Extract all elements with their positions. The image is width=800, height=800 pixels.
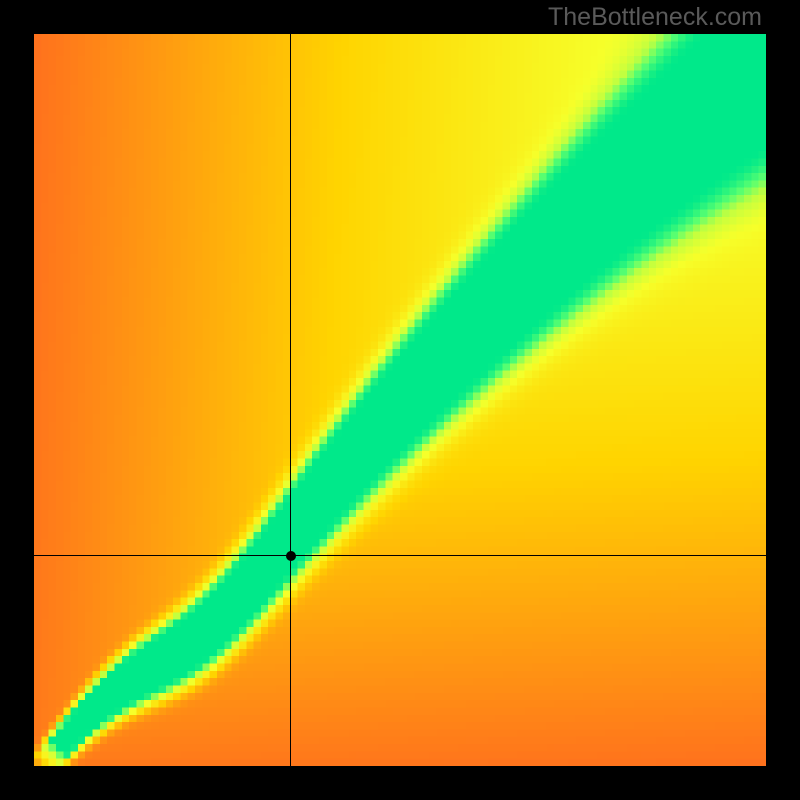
watermark-text: TheBottleneck.com [548,3,762,32]
bottleneck-heatmap [34,34,766,766]
crosshair-vertical-line [290,34,291,766]
crosshair-dot [286,551,296,561]
crosshair-horizontal-line [34,555,766,556]
chart-stage: TheBottleneck.com [0,0,800,800]
